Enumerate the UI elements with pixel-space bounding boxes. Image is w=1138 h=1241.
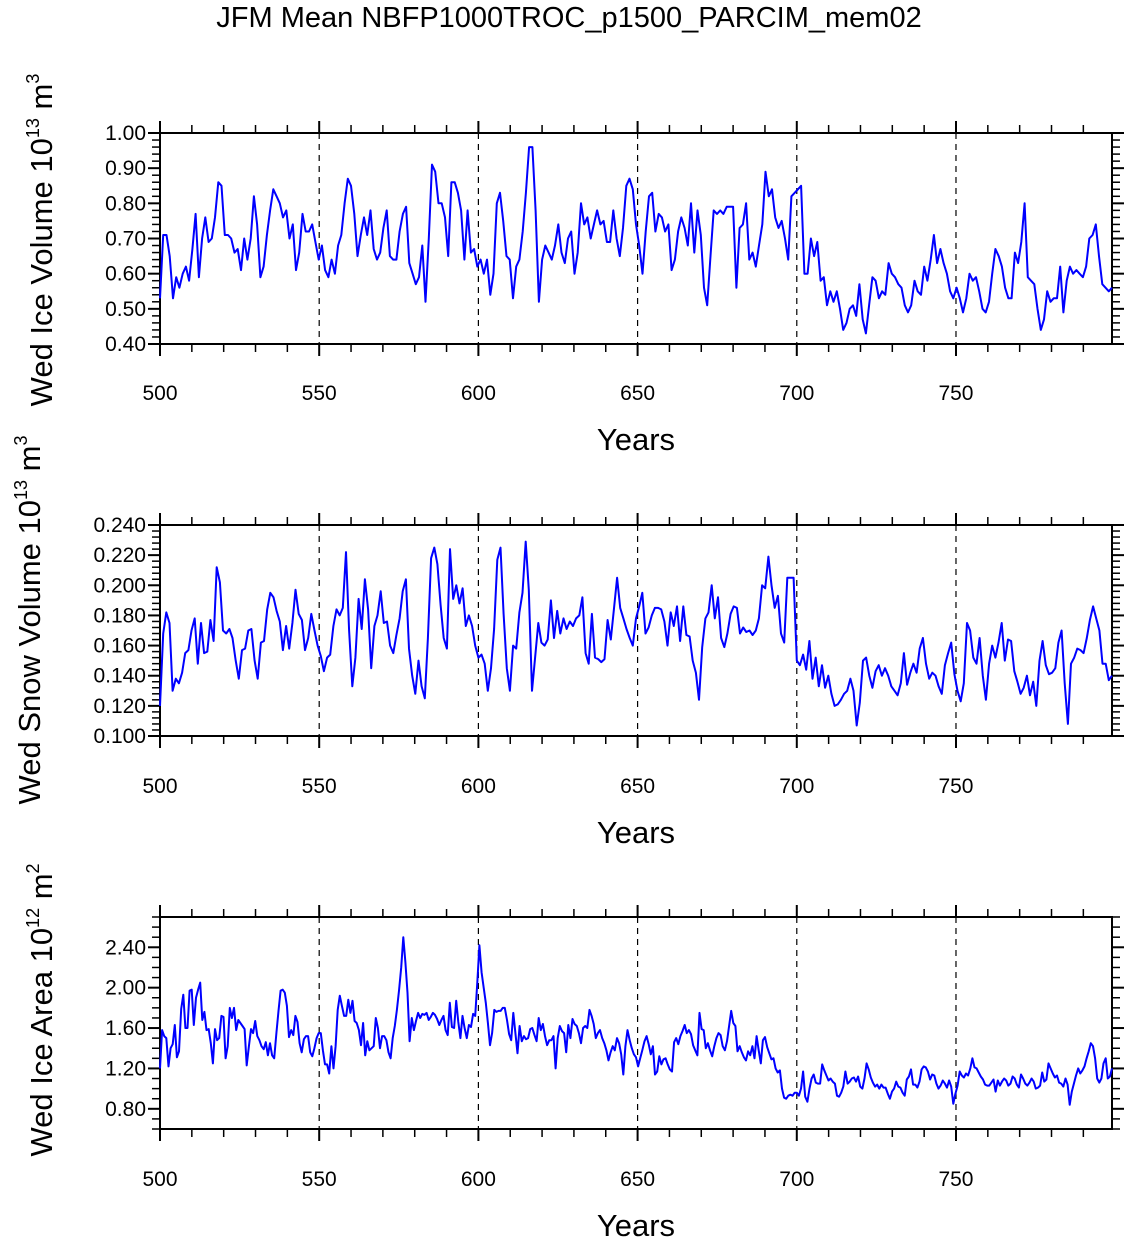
x-tick-label: 500	[142, 775, 177, 798]
x-tick-label: 500	[142, 382, 177, 405]
y-tick-label: 2.00	[105, 977, 146, 1000]
x-axis-title: Years	[597, 1208, 675, 1241]
y-tick-label: 1.00	[105, 122, 146, 145]
x-tick-label: 750	[938, 775, 973, 798]
y-tick-label: 0.120	[93, 695, 146, 718]
y-axis-title-text: Wed Snow Volume 10	[12, 500, 47, 804]
y-tick-label: 0.70	[105, 228, 146, 251]
y-axis-title-exponent: 12	[23, 908, 43, 928]
y-tick-label: 0.80	[105, 192, 146, 215]
x-tick-label: 750	[938, 1168, 973, 1191]
x-tick-label: 650	[620, 1168, 655, 1191]
y-axis-title-unit-exponent: 2	[23, 863, 43, 873]
x-tick-label: 550	[302, 775, 337, 798]
y-tick-label: 0.50	[105, 298, 146, 321]
y-tick-label: 0.240	[93, 514, 146, 537]
x-tick-label: 550	[302, 1168, 337, 1191]
x-tick-label: 600	[461, 1168, 496, 1191]
y-tick-label: 0.100	[93, 725, 146, 748]
y-axis-title-text: Wed Ice Area 10	[24, 928, 59, 1157]
y-tick-label: 0.90	[105, 157, 146, 180]
y-tick-label: 1.20	[105, 1057, 146, 1080]
y-tick-label: 0.180	[93, 604, 146, 627]
x-tick-label: 500	[142, 1168, 177, 1191]
x-tick-label: 700	[779, 382, 814, 405]
x-tick-label: 600	[461, 382, 496, 405]
x-tick-label: 600	[461, 775, 496, 798]
x-tick-label: 650	[620, 382, 655, 405]
x-tick-label: 550	[302, 382, 337, 405]
y-axis-title: Wed Ice Volume 1013 m3	[23, 74, 59, 407]
y-tick-label: 2.40	[105, 936, 146, 959]
y-tick-label: 0.160	[93, 635, 146, 658]
y-axis-title: Wed Snow Volume 1013 m3	[11, 436, 47, 805]
y-tick-label: 0.40	[105, 333, 146, 356]
x-axis-title: Years	[597, 422, 675, 457]
y-tick-label: 1.60	[105, 1017, 146, 1040]
panel-2: 0.100 0.120 0.140 0.160 0.180 0.200 0.220 0.240…	[11, 436, 1124, 850]
x-tick-label: 700	[779, 775, 814, 798]
x-tick-label: 700	[779, 1168, 814, 1191]
y-axis-title-unit: m	[12, 446, 47, 480]
x-tick-label: 650	[620, 775, 655, 798]
series-line	[159, 146, 1113, 335]
plot-frame	[159, 132, 1113, 345]
x-tick-label: 750	[938, 382, 973, 405]
y-axis-title-unit: m	[24, 84, 59, 118]
y-axis-title-exponent: 13	[11, 480, 31, 500]
y-axis-title-unit: m	[24, 873, 59, 907]
panel-1: 0.40 0.50 0.60 0.70 0.80 0.90 1.00 500 550 600 650…	[23, 74, 1124, 457]
plot-frame	[159, 916, 1113, 1130]
chart-title: JFM Mean NBFP1000TROC_p1500_PARCIM_mem02	[216, 2, 922, 34]
series-line	[159, 936, 1113, 1106]
y-tick-label: 0.220	[93, 544, 146, 567]
plot-frame	[159, 524, 1113, 737]
y-tick-label: 0.60	[105, 263, 146, 286]
y-axis-title-unit-exponent: 3	[23, 74, 43, 84]
y-axis-title-text: Wed Ice Volume 10	[24, 138, 59, 406]
y-tick-label: 0.80	[105, 1098, 146, 1121]
panel-3: 0.80 1.20 1.60 2.00 2.40 500 550 600 650 700 750 Ye…	[23, 863, 1124, 1241]
x-axis-title: Years	[597, 815, 675, 850]
series-line	[159, 540, 1113, 727]
y-tick-label: 0.140	[93, 665, 146, 688]
y-axis-title-exponent: 13	[23, 118, 43, 138]
y-axis-title-unit-exponent: 3	[11, 436, 31, 446]
y-axis-title: Wed Ice Area 1012 m2	[23, 863, 59, 1156]
y-tick-label: 0.200	[93, 574, 146, 597]
